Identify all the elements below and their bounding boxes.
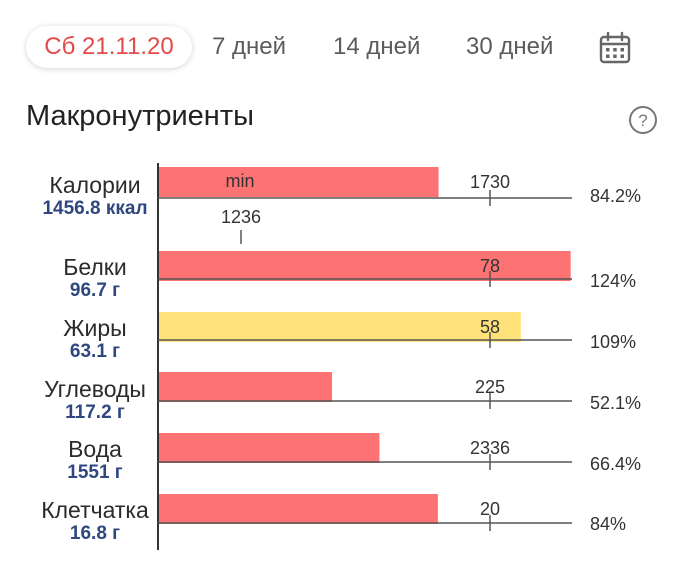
percent-label: 109% — [590, 332, 637, 352]
target-label: 225 — [475, 377, 505, 397]
nutrient-value: 1456.8 ккал — [42, 198, 148, 219]
target-label: 78 — [480, 256, 500, 276]
nutrient-value: 63.1 г — [69, 341, 121, 362]
chart-bar — [159, 433, 380, 463]
calendar-icon[interactable] — [598, 31, 632, 65]
nutrient-value: 1551 г — [67, 462, 123, 483]
min-value-label: 1236 — [221, 207, 261, 227]
percent-label: 52.1% — [590, 393, 642, 413]
nutrient-name: Вода — [68, 436, 122, 462]
nutrient-value: 117.2 г — [65, 402, 125, 423]
nutrient-label-fiber: Клетчатка 16.8 г — [10, 497, 180, 545]
percent-label: 84% — [590, 514, 627, 534]
target-label: 2336 — [470, 438, 510, 458]
svg-text:?: ? — [638, 111, 647, 130]
target-label: 20 — [480, 499, 500, 519]
chart-bar — [159, 251, 571, 281]
target-label: 1730 — [470, 172, 510, 192]
tab-14-days[interactable]: 14 дней — [333, 33, 421, 60]
nutrient-label-protein: Белки 96.7 г — [10, 254, 180, 302]
chart-bar — [159, 372, 332, 402]
percent-label: 66.4% — [590, 454, 642, 474]
nutrient-label-fat: Жиры 63.1 г — [10, 315, 180, 363]
chart-bar — [159, 167, 439, 197]
tab-today[interactable]: Сб 21.11.20 — [26, 26, 192, 68]
chart-bar — [159, 312, 521, 342]
tab-30-days[interactable]: 30 дней — [466, 33, 554, 60]
nutrient-name: Калории — [49, 172, 141, 198]
nutrient-name: Жиры — [63, 315, 127, 341]
chart-bar — [159, 494, 438, 524]
nutrient-value: 96.7 г — [69, 280, 121, 301]
help-icon[interactable]: ? — [628, 105, 658, 135]
nutrient-label-calories: Калории 1456.8 ккал — [10, 172, 180, 220]
min-label: min — [225, 171, 254, 191]
nutrient-name: Углеводы — [44, 376, 146, 402]
section-title: Макронутриенты — [26, 100, 254, 132]
nutrient-label-water: Вода 1551 г — [10, 436, 180, 484]
tab-7-days[interactable]: 7 дней — [212, 33, 287, 60]
percent-label: 124% — [590, 271, 637, 291]
nutrient-value: 16.8 г — [69, 523, 121, 544]
percent-label: 84.2% — [590, 186, 642, 206]
target-label: 58 — [480, 317, 500, 337]
period-tabs: Сб 21.11.20 7 дней 14 дней 30 дней — [0, 0, 680, 100]
nutrient-name: Белки — [63, 254, 127, 280]
nutrient-name: Клетчатка — [41, 497, 149, 523]
nutrient-label-carbs: Углеводы 117.2 г — [10, 376, 180, 424]
